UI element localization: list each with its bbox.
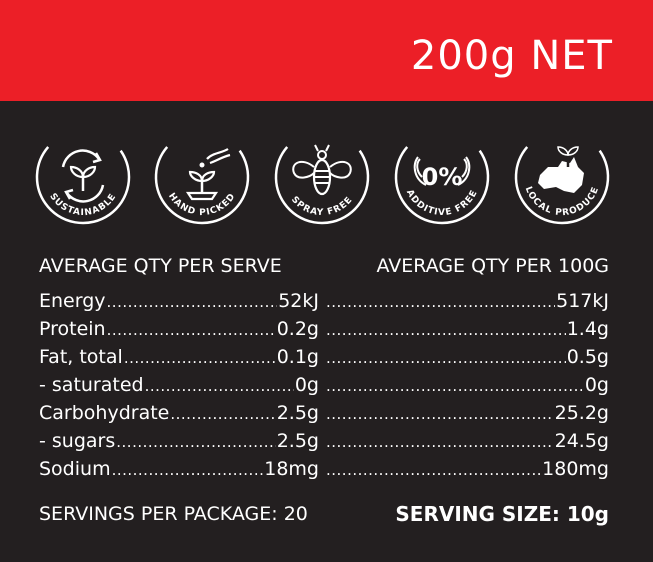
nutrition-row: - saturated.............................… [39, 372, 609, 398]
per-serve-cell: Energy..................................… [39, 288, 319, 315]
nutrition-row: Protein.................................… [39, 316, 609, 342]
leader-dots: ........................................… [326, 349, 566, 367]
leader-dots: ........................................… [106, 293, 278, 311]
leader-dots: ........................................… [326, 321, 566, 339]
per-serve-cell: Protein.................................… [39, 316, 319, 343]
per-100g-cell: ........................................… [325, 456, 609, 483]
zero-percent-text: 0% [422, 163, 463, 191]
leader-dots: ........................................… [144, 377, 294, 395]
serving-size: SERVING SIZE: 10g [395, 502, 609, 526]
per-serve-cell: Sodium..................................… [39, 456, 319, 483]
per-100g-cell: ........................................… [325, 344, 609, 371]
badge-spray-free: SPRAY FREE [272, 127, 372, 227]
zero-percent-icon: 0% ADDITIVE FREE [394, 129, 490, 225]
per-100g-cell: ........................................… [325, 316, 609, 343]
per-100g-cell: ........................................… [325, 428, 609, 455]
leader-dots: ........................................… [326, 461, 542, 479]
servings-per-package: SERVINGS PER PACKAGE: 20 [39, 503, 308, 525]
nutrient-label: Fat, total [39, 346, 123, 368]
leader-dots: ........................................… [326, 433, 554, 451]
per-100g-value: 24.5g [554, 430, 609, 452]
leader-dots: ........................................… [123, 349, 276, 367]
leader-dots: ........................................… [170, 405, 276, 423]
per-100g-cell: ........................................… [325, 400, 609, 427]
per-100g-value: 0g [584, 374, 609, 396]
svg-text:SPRAY FREE: SPRAY FREE [289, 195, 355, 218]
per-100g-cell: ........................................… [325, 288, 609, 315]
per-100g-value: 517kJ [556, 290, 609, 312]
per-serve-cell: - sugars................................… [39, 428, 319, 455]
leader-dots: ........................................… [116, 433, 275, 451]
per-100g-cell: ........................................… [325, 372, 609, 399]
badge-sustainable: SUSTAINABLE [33, 127, 133, 227]
per-serve-value: 0.1g [276, 346, 319, 368]
leader-dots: ........................................… [326, 405, 554, 423]
leader-dots: ........................................… [106, 321, 276, 339]
hand-sprout-icon: HAND PICKED [154, 129, 250, 225]
per-serve-value: 2.5g [276, 402, 319, 424]
per-serve-value: 2.5g [276, 430, 319, 452]
per-serve-value: 18mg [264, 458, 319, 480]
nutrient-label: - sugars [39, 430, 116, 452]
per-100g-value: 1.4g [566, 318, 609, 340]
leader-dots: ........................................… [326, 293, 555, 311]
nutrition-row: Carbohydrate............................… [39, 400, 609, 426]
per-serve-cell: - saturated.............................… [39, 372, 319, 399]
nutrition-row: Energy..................................… [39, 288, 609, 314]
australia-sprout-icon: LOCAL PRODUCE [514, 129, 610, 225]
leader-dots: ........................................… [111, 461, 264, 479]
net-weight: 200g NET [410, 33, 613, 79]
nutrition-row: - sugars................................… [39, 428, 609, 454]
nutrition-row: Fat, total..............................… [39, 344, 609, 370]
per-100g-value: 0.5g [566, 346, 609, 368]
nutrient-label: - saturated [39, 374, 144, 396]
bee-icon: SPRAY FREE [274, 129, 370, 225]
per-100g-value: 180mg [542, 458, 609, 480]
header-banner: 200g NET [0, 0, 653, 101]
per-serve-value: 52kJ [278, 290, 319, 312]
recycle-sprout-icon: SUSTAINABLE [35, 129, 131, 225]
per-serve-value: 0g [294, 374, 319, 396]
badge-additive-free: 0% ADDITIVE FREE [392, 127, 492, 227]
col-header-per-serve: AVERAGE QTY PER SERVE [39, 255, 282, 277]
nutrient-label: Energy [39, 290, 106, 312]
nutrient-label: Protein [39, 318, 106, 340]
per-serve-cell: Carbohydrate............................… [39, 400, 319, 427]
badge-label: SPRAY FREE [289, 195, 354, 218]
nutrition-row: Sodium..................................… [39, 456, 609, 482]
nutrient-label: Carbohydrate [39, 402, 170, 424]
leader-dots: ........................................… [326, 377, 584, 395]
per-100g-value: 25.2g [554, 402, 609, 424]
per-serve-cell: Fat, total..............................… [39, 344, 319, 371]
col-header-per-100g: AVERAGE QTY PER 100G [376, 255, 609, 277]
badge-hand-picked: HAND PICKED [152, 127, 252, 227]
nutrient-label: Sodium [39, 458, 111, 480]
per-serve-value: 0.2g [276, 318, 319, 340]
badge-local-produce: LOCAL PRODUCE [512, 127, 612, 227]
